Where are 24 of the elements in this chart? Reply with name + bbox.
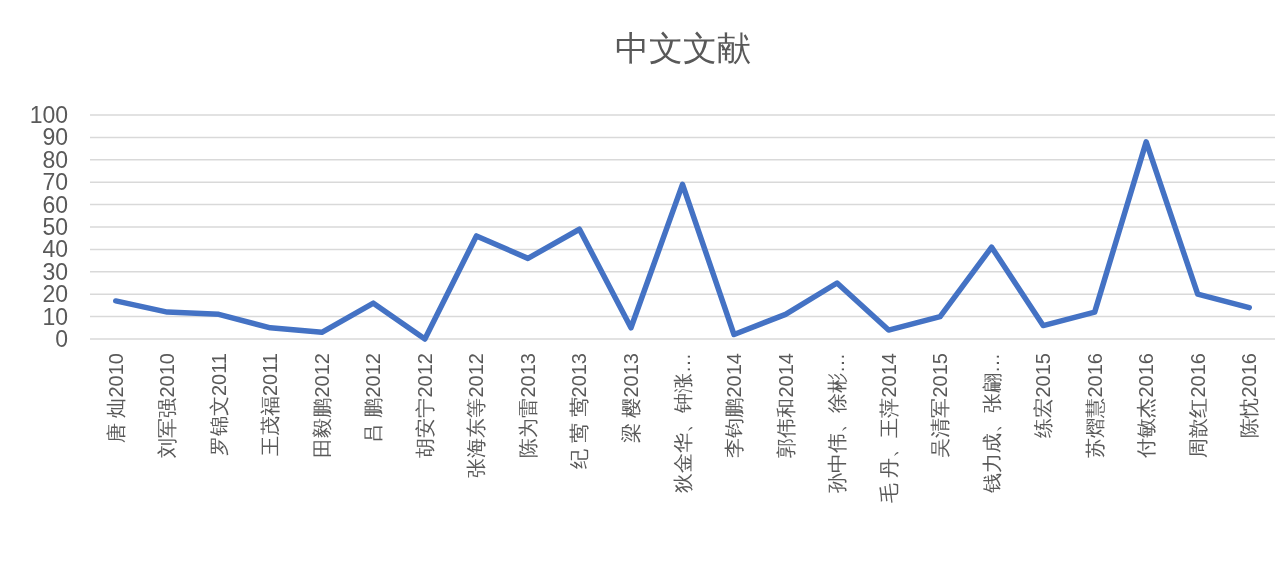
x-tick-label: 唐 灿2010 xyxy=(104,353,127,444)
x-tick-label: 王茂福2011 xyxy=(259,353,282,457)
x-tick-label: 陈为雷2013 xyxy=(516,353,539,458)
x-tick-label: 付敏杰2016 xyxy=(1135,353,1158,459)
x-tick-label: 陈忱2016 xyxy=(1238,353,1261,438)
x-tick-label: 周歆红2016 xyxy=(1186,353,1209,458)
x-tick-label: 纪 莺 莺2013 xyxy=(568,353,591,469)
x-tick-label: 郭伟和2014 xyxy=(774,353,797,458)
x-tick-label: 钱力成、张翩… xyxy=(980,353,1003,494)
x-tick-label: 李钧鹏2014 xyxy=(723,353,746,458)
x-tick-label: 狄金华、钟涨… xyxy=(671,353,694,493)
x-tick-label: 刘军强2010 xyxy=(156,353,179,458)
chart-title: 中文文献 xyxy=(614,29,751,67)
x-tick-label: 罗锦文2011 xyxy=(207,353,230,457)
x-tick-label: 胡安宁2012 xyxy=(413,353,436,458)
x-tick-label: 田毅鹏2012 xyxy=(310,353,333,458)
x-tick-label: 毛 丹、王萍2014 xyxy=(877,353,900,504)
x-tick-label: 孙中伟、徐彬… xyxy=(826,353,849,493)
x-tick-label: 练宏2015 xyxy=(1032,353,1055,438)
x-tick-label: 梁 樱2013 xyxy=(619,353,642,444)
x-tick-label: 吴清军2015 xyxy=(929,353,952,458)
x-tick-label: 吕 鹏2012 xyxy=(362,353,385,444)
x-tick-label: 张海东等2012 xyxy=(465,353,488,478)
x-tick-label: 苏熠慧2016 xyxy=(1083,353,1106,458)
